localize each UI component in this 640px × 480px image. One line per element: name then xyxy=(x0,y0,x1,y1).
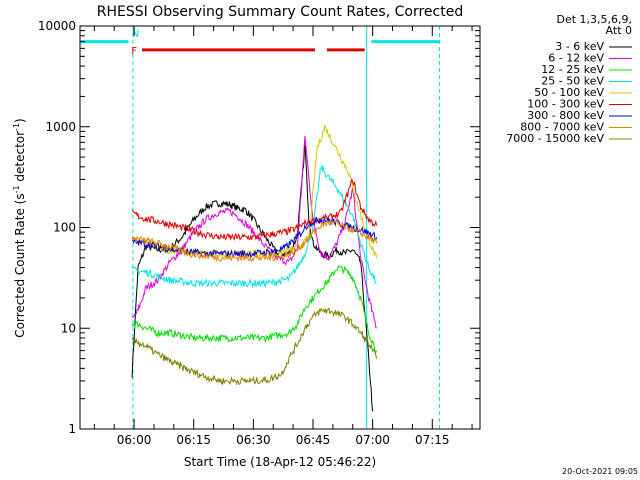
legend-label-4: 25 - 50 keV xyxy=(541,75,604,88)
series-line-6 xyxy=(131,178,378,242)
legend-label-6: 100 - 300 keV xyxy=(527,98,604,111)
y-tick-label: 1 xyxy=(68,422,76,436)
flag-label-f: F xyxy=(131,46,137,57)
plot-series xyxy=(131,123,378,412)
legend-header-2: Att 0 xyxy=(606,24,632,37)
legend-header-1: Det 1,3,5,6,9, xyxy=(556,13,632,26)
legend-label-3: 12 - 25 keV xyxy=(541,63,604,76)
legend-label-5: 50 - 100 keV xyxy=(534,86,604,99)
x-tick-label: 06:15 xyxy=(176,433,211,447)
legend-label-9: 7000 - 15000 keV xyxy=(506,132,604,145)
y-axis-label-end: ) xyxy=(13,118,27,123)
y-axis-label-sup1: -1 xyxy=(12,185,21,193)
x-axis-label: Start Time (18-Apr-12 05:46:22) xyxy=(184,455,376,469)
series-line-4 xyxy=(131,165,377,289)
y-axis-label-main: Corrected Count Rate (s xyxy=(13,193,27,337)
x-tick-label: 07:15 xyxy=(415,433,450,447)
legend-label-1: 3 - 6 keV xyxy=(555,40,604,53)
y-axis-label: Corrected Count Rate (s-1 detector-1) xyxy=(12,118,27,337)
y-axis-label-mid: detector xyxy=(13,131,27,186)
legend-label-2: 6 - 12 keV xyxy=(548,52,604,65)
x-tick-label: 06:45 xyxy=(296,433,331,447)
flag-label-n: N xyxy=(132,29,139,40)
y-tick-label: 10 xyxy=(61,321,76,335)
series-line-2 xyxy=(131,135,377,329)
y-axis-label-sup2: -1 xyxy=(12,123,21,131)
y-tick-label: 10000 xyxy=(38,19,76,33)
y-tick-label: 1000 xyxy=(45,120,76,134)
timestamp: 20-Oct-2021 09:05 xyxy=(562,467,638,476)
series-line-5 xyxy=(131,123,378,260)
x-tick-label: 06:00 xyxy=(117,433,152,447)
legend-label-7: 300 - 800 keV xyxy=(527,109,604,122)
x-tick-label: 06:30 xyxy=(236,433,271,447)
series-line-3 xyxy=(131,264,378,354)
x-tick-label: 07:00 xyxy=(355,433,390,447)
series-line-9 xyxy=(131,307,378,386)
chart-title: RHESSI Observing Summary Count Rates, Co… xyxy=(97,4,463,20)
axes: 1 10 100 1000 10000 06:00 06:15 06:30 06:45 07:00… xyxy=(38,19,481,447)
plot-frame xyxy=(79,25,481,430)
legend-label-8: 800 - 7000 keV xyxy=(520,121,604,134)
series-line-8 xyxy=(131,219,378,263)
y-tick-label: 100 xyxy=(53,221,76,235)
